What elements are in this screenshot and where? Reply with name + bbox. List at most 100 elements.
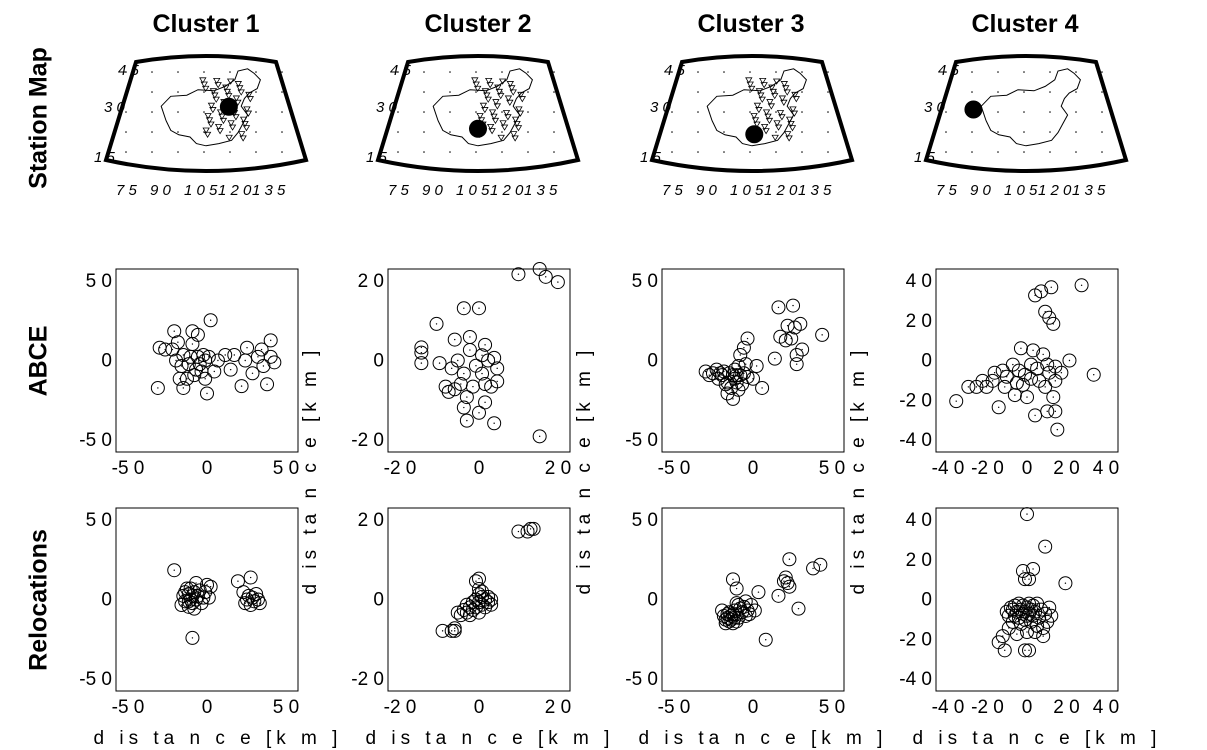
grid-dot: [229, 131, 231, 133]
station-marker: [767, 103, 776, 110]
data-point-center: [248, 595, 250, 597]
station-marker: [791, 91, 799, 99]
data-point: [260, 377, 275, 392]
grid-dot: [1023, 91, 1025, 93]
grid-dot: [697, 131, 699, 133]
data-point: [1026, 343, 1041, 358]
y-tick-label: 0: [101, 590, 112, 611]
grid-dot: [697, 71, 699, 73]
lat-tick: 4 5: [390, 62, 412, 79]
grid-dot: [151, 151, 153, 153]
data-point-center: [739, 607, 741, 610]
data-point: [200, 386, 214, 401]
data-point-center: [1052, 396, 1054, 398]
data-point-center: [799, 323, 802, 325]
lon-tick: 9 0: [422, 182, 444, 199]
data-point-center: [812, 567, 814, 570]
grid-dot: [827, 91, 829, 93]
data-point-center: [1006, 376, 1008, 378]
data-point-center: [732, 578, 734, 581]
station-marker: [769, 88, 777, 96]
data-point: [711, 371, 726, 386]
station-marker: [219, 117, 228, 125]
x-tick-label: 2 0: [545, 697, 571, 718]
data-point: [755, 380, 770, 395]
x-tick-label: 0: [748, 458, 759, 479]
data-point: [245, 590, 260, 605]
data-point: [429, 316, 444, 331]
grid-dot: [397, 151, 399, 153]
data-point: [249, 587, 264, 602]
data-point: [789, 357, 804, 372]
data-point-center: [246, 346, 248, 349]
data-point: [475, 584, 490, 599]
data-point: [1046, 316, 1061, 331]
station-marker: [473, 85, 482, 93]
y-tick-label: 2 0: [358, 271, 384, 292]
data-point: [203, 313, 218, 328]
plot-frame: [387, 507, 571, 692]
grid-dot: [997, 91, 999, 93]
station-marker: [493, 103, 502, 110]
lon-tick: 1 2 0: [218, 182, 252, 199]
data-point-center: [435, 323, 438, 325]
data-point-center: [529, 528, 532, 530]
data-point: [1038, 539, 1053, 554]
data-point-center: [191, 637, 194, 639]
data-point: [1034, 602, 1049, 617]
data-point-center: [786, 325, 789, 327]
grid-dot: [501, 71, 503, 73]
station-marker: [788, 125, 797, 132]
station-marker: [199, 77, 207, 84]
station-marker: [504, 95, 513, 102]
station-marker: [205, 117, 214, 124]
grid-dot: [971, 71, 973, 73]
data-point: [749, 358, 764, 373]
station-marker: [209, 107, 217, 114]
grid-dot: [749, 71, 751, 73]
x-tick-label: 5 0: [819, 697, 845, 718]
lat-tick: 3 0: [650, 99, 672, 116]
y-tick-label: 0: [373, 590, 384, 611]
data-point: [414, 340, 429, 355]
station-marker: [789, 106, 797, 113]
data-point-center: [1080, 284, 1083, 286]
x-tick-label: -2 0: [384, 458, 417, 479]
data-point-center: [704, 370, 707, 373]
data-point-center: [233, 354, 235, 356]
data-point-center: [821, 334, 823, 336]
grid-dot: [449, 111, 451, 113]
data-point: [247, 594, 262, 609]
data-point-center: [1054, 410, 1057, 413]
station-marker: [201, 85, 210, 93]
data-point: [782, 552, 797, 567]
grid-dot: [1049, 91, 1051, 93]
country-outline: [980, 68, 1081, 147]
y-tick-label: -5 0: [625, 669, 658, 690]
station-marker: [486, 123, 495, 131]
data-point: [456, 301, 471, 316]
station-marker: [236, 85, 244, 92]
data-point-center: [1024, 578, 1026, 580]
data-point: [729, 375, 744, 390]
data-point-center: [975, 386, 978, 388]
y-tick-label: -2 0: [351, 430, 384, 451]
data-point-center: [182, 387, 185, 389]
data-point-center: [490, 604, 492, 606]
data-point-center: [180, 604, 183, 606]
data-point-center: [1093, 374, 1095, 376]
data-point-center: [273, 361, 276, 364]
data-point: [1020, 625, 1034, 640]
plot-frame: [935, 507, 1119, 692]
data-point-center: [208, 596, 210, 599]
data-point: [256, 358, 271, 373]
station-marker: [787, 120, 795, 128]
lon-tick: 7 5: [116, 182, 138, 199]
lon-tick: 1 0 5: [1004, 182, 1038, 199]
data-point-center: [204, 378, 206, 380]
data-point: [532, 429, 547, 444]
station-marker: [515, 106, 523, 113]
data-point-center: [786, 582, 789, 584]
grid-dot: [449, 91, 451, 93]
data-point-center: [538, 435, 541, 438]
